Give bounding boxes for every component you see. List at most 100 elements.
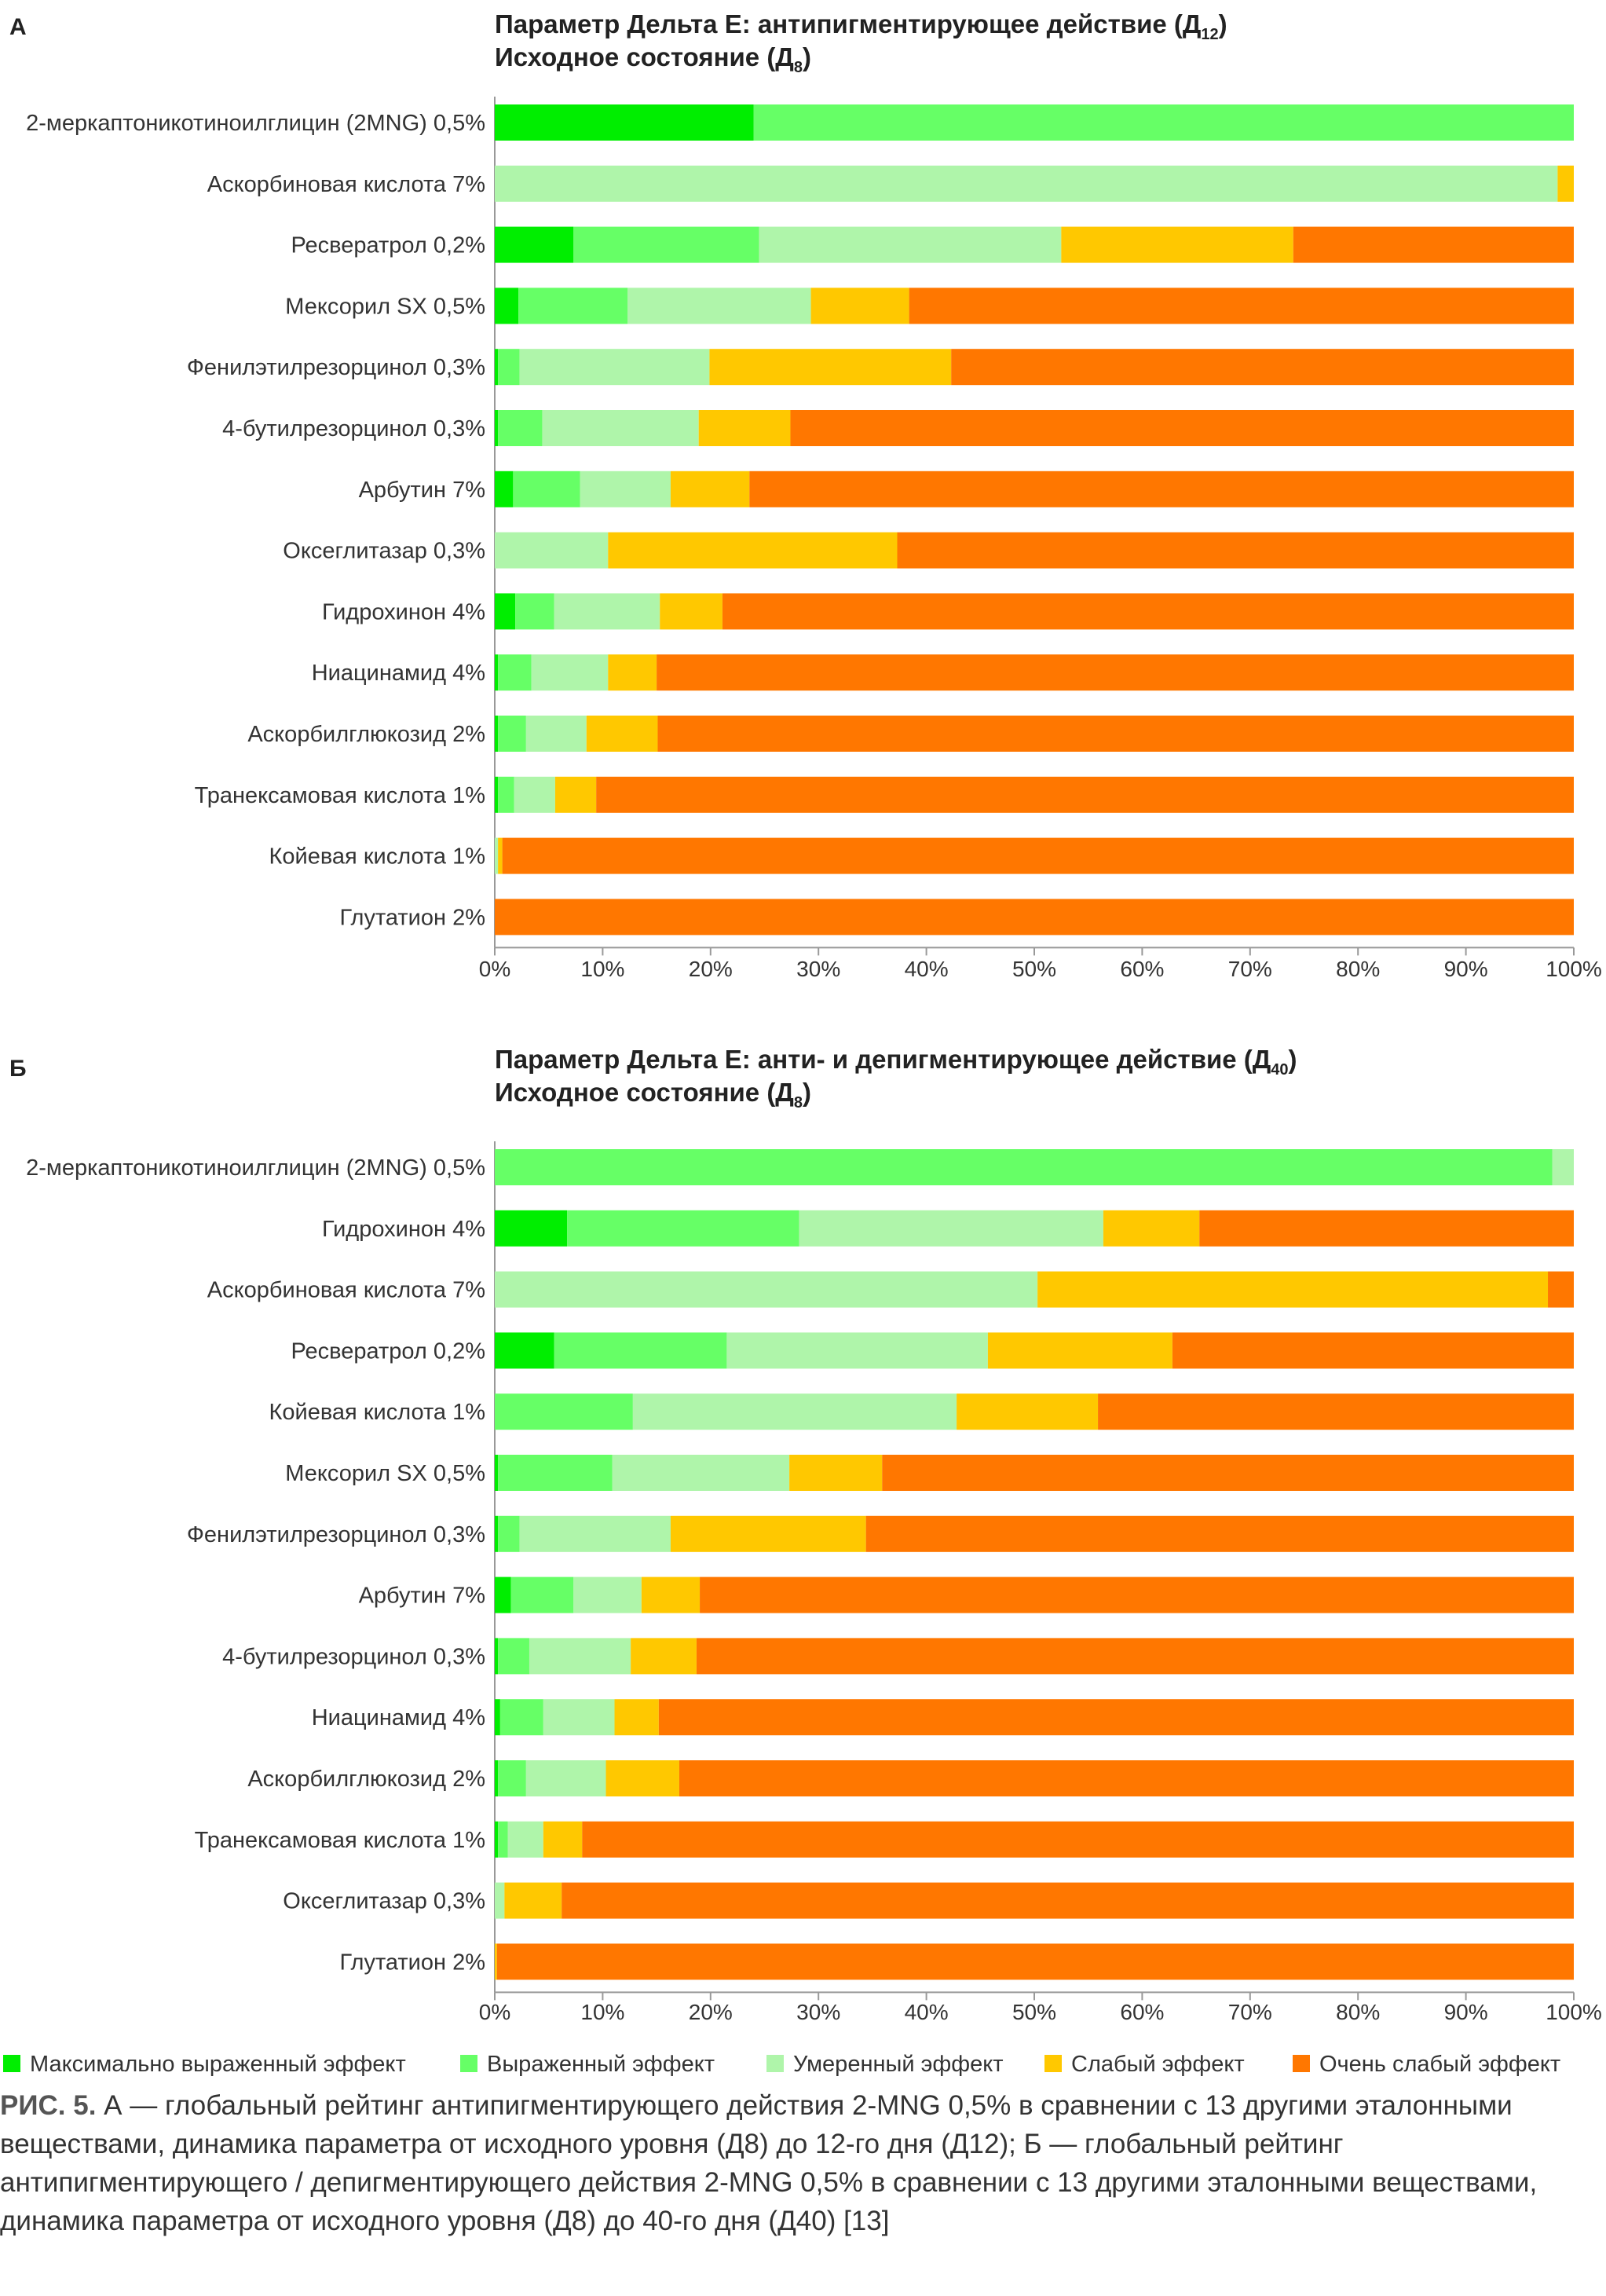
bar-segment-a-7-very_weak <box>897 532 1574 569</box>
bar-segment-b-7-weak <box>641 1576 701 1613</box>
x-tick-label-a-8: 80% <box>1336 957 1380 981</box>
bar-segment-b-4-very_weak <box>1098 1393 1574 1430</box>
legend-swatch-strong <box>460 2055 477 2072</box>
bar-segment-b-9-weak <box>614 1699 659 1736</box>
x-tick-label-b-3: 30% <box>796 2000 840 2024</box>
row-label-b-9: Ниацинамид 4% <box>312 1705 485 1730</box>
row-label-b-7: Арбутин 7% <box>359 1584 485 1609</box>
row-label-b-2: Аскорбиновая кислота 7% <box>207 1278 485 1303</box>
x-tick-label-b-2: 20% <box>689 2000 733 2024</box>
row-label-b-1: Гидрохинон 4% <box>322 1217 485 1242</box>
bar-segment-a-4-moderate <box>519 349 710 386</box>
bar-segment-b-9-very_weak <box>658 1699 1574 1736</box>
x-tick-label-a-4: 40% <box>905 957 949 981</box>
row-label-b-5: Мексорил SX 0,5% <box>285 1461 485 1486</box>
legend-swatch-very_weak <box>1293 2055 1310 2072</box>
x-tick-label-a-9: 90% <box>1444 957 1488 981</box>
bar-segment-b-4-weak <box>957 1393 1099 1430</box>
bar-segment-a-6-moderate <box>580 471 671 507</box>
caption-text: А — глобальный рейтинг антипигментирующе… <box>0 2090 1538 2236</box>
bar-segment-b-9-moderate <box>543 1699 615 1736</box>
bar-segment-b-6-weak <box>670 1515 866 1552</box>
bar-segment-b-6-moderate <box>519 1515 671 1552</box>
x-tick-label-b-10: 100% <box>1546 2000 1602 2024</box>
bar-segment-b-1-max <box>495 1210 568 1247</box>
x-tick-label-b-7: 70% <box>1228 2000 1272 2024</box>
row-label-a-12: Койевая кислота 1% <box>269 844 486 870</box>
bar-segment-b-9-max <box>495 1699 500 1736</box>
bar-segment-b-12-weak <box>504 1882 562 1919</box>
bar-segment-a-9-moderate <box>531 654 609 691</box>
bar-segment-b-13-very_weak <box>496 1943 1574 1980</box>
x-tick-label-a-0: 0% <box>479 957 510 981</box>
bar-segment-a-2-strong <box>573 226 759 263</box>
chart-title-a: Параметр Дельта Е: антипигментирующее де… <box>495 9 1227 43</box>
bar-segment-b-10-strong <box>498 1760 526 1796</box>
bar-segment-b-5-weak <box>789 1455 883 1491</box>
bar-segment-b-11-strong <box>498 1821 508 1858</box>
x-tick-label-b-5: 50% <box>1012 2000 1056 2024</box>
legend-label-strong: Выраженный эффект <box>487 2052 715 2077</box>
bar-segment-a-11-moderate <box>514 776 555 813</box>
bar-segment-b-6-very_weak <box>865 1515 1574 1552</box>
bar-segment-a-2-moderate <box>759 226 1062 263</box>
bar-segment-b-8-max <box>495 1638 499 1675</box>
bar-segment-a-2-weak <box>1061 226 1293 263</box>
x-tick-label-a-6: 60% <box>1120 957 1164 981</box>
bar-segment-b-5-max <box>495 1455 499 1491</box>
bar-segment-a-10-max <box>495 716 499 752</box>
chart-subtitle-a: Исходное состояние (Д8) <box>495 42 811 76</box>
x-tick-label-a-1: 10% <box>580 957 624 981</box>
bar-segment-a-10-weak <box>586 716 658 752</box>
bar-segment-b-4-moderate <box>632 1393 957 1430</box>
bar-segment-b-1-strong <box>567 1210 799 1247</box>
bar-segment-a-12-weak <box>498 837 503 874</box>
bar-segment-a-0-strong <box>753 104 1574 141</box>
row-label-a-2: Ресвератрол 0,2% <box>291 233 485 258</box>
bar-segment-b-2-very_weak <box>1548 1271 1574 1308</box>
x-tick-label-b-9: 90% <box>1444 2000 1488 2024</box>
bar-segment-a-3-strong <box>518 287 628 324</box>
bar-segment-b-12-very_weak <box>562 1882 1574 1919</box>
figure-canvas: А Параметр Дельта Е: антипигментирующее д… <box>3 9 1602 2077</box>
bar-segment-a-4-max <box>495 349 499 386</box>
bar-segment-b-10-very_weak <box>679 1760 1574 1796</box>
row-label-b-13: Глутатион 2% <box>339 1950 485 1975</box>
bar-segment-b-5-very_weak <box>882 1455 1574 1491</box>
x-tick-label-b-4: 40% <box>905 2000 949 2024</box>
bar-segment-b-3-strong <box>554 1332 727 1369</box>
bar-segment-a-9-very_weak <box>657 654 1574 691</box>
bar-segment-a-8-weak <box>660 593 723 630</box>
bar-segment-a-11-strong <box>498 776 514 813</box>
row-label-a-7: Оксеглитазар 0,3% <box>283 539 485 564</box>
panel-label-b: Б <box>9 1056 27 1082</box>
bar-segment-a-8-strong <box>515 593 554 630</box>
bar-segment-a-8-max <box>495 593 516 630</box>
bar-segment-b-12-moderate <box>495 1882 505 1919</box>
row-label-a-0: 2-меркаптоникотиноилглицин (2MNG) 0,5% <box>26 111 485 136</box>
bar-segment-a-9-weak <box>608 654 657 691</box>
bar-segment-a-2-very_weak <box>1293 226 1574 263</box>
row-label-b-11: Транексамовая кислота 1% <box>195 1828 485 1853</box>
bar-segment-b-0-strong <box>495 1149 1553 1185</box>
bar-segment-b-2-weak <box>1037 1271 1549 1308</box>
x-tick-label-b-1: 10% <box>580 2000 624 2024</box>
bar-segment-a-5-weak <box>698 410 791 446</box>
bar-segment-b-10-moderate <box>525 1760 606 1796</box>
bar-segment-b-3-weak <box>987 1332 1172 1369</box>
bar-segment-a-5-very_weak <box>790 410 1574 446</box>
legend-label-very_weak: Очень слабый эффект <box>1319 2052 1560 2077</box>
panel-label-a: А <box>9 14 27 40</box>
bar-segment-a-4-strong <box>498 349 520 386</box>
row-label-a-8: Гидрохинон 4% <box>322 599 485 624</box>
bar-segment-a-4-very_weak <box>951 349 1574 386</box>
bar-segment-b-7-very_weak <box>700 1576 1574 1613</box>
bar-segment-a-6-weak <box>670 471 750 507</box>
bar-segment-b-6-max <box>495 1515 499 1552</box>
bar-segment-b-11-weak <box>543 1821 583 1858</box>
bar-segment-b-13-weak <box>495 1943 497 1980</box>
bar-segment-b-9-strong <box>499 1699 543 1736</box>
bar-segment-a-3-moderate <box>627 287 811 324</box>
bar-segment-a-10-very_weak <box>657 716 1574 752</box>
legend-swatch-moderate <box>766 2055 784 2072</box>
